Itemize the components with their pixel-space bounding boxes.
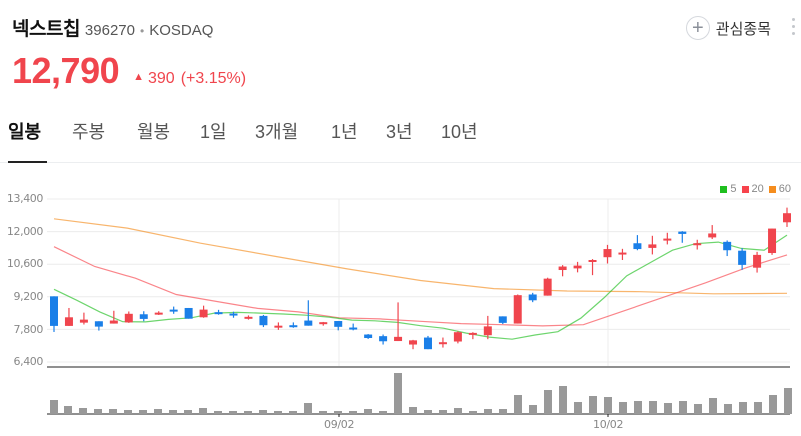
active-tab-indicator <box>8 161 47 163</box>
price-change-percent: (+3.15%) <box>180 70 247 87</box>
y-axis-label: 7,800 <box>13 323 44 336</box>
tab-1day[interactable]: 1일 <box>200 122 227 142</box>
ellipsis-dot <box>791 25 795 28</box>
tab-10years[interactable]: 10년 <box>441 122 478 142</box>
x-axis-label: 09/02 <box>324 418 355 431</box>
more-menu-button[interactable] <box>790 18 796 35</box>
price-change: 390 <box>148 70 175 87</box>
legend-ma20: 20 <box>741 183 764 195</box>
legend-label: 5 <box>730 183 737 195</box>
add-watchlist-button[interactable]: + 관심종목 <box>685 16 771 40</box>
legend-swatch-icon <box>768 185 776 193</box>
tab-3years[interactable]: 3년 <box>386 122 413 142</box>
y-axis-label: 9,200 <box>13 290 44 303</box>
legend-label: 60 <box>778 183 791 195</box>
plus-icon: + <box>685 16 710 40</box>
legend-swatch-icon <box>741 185 749 193</box>
watchlist-label: 관심종목 <box>715 20 771 38</box>
current-price: 12,790 <box>12 50 120 91</box>
legend-label: 20 <box>751 183 764 195</box>
stock-title-row: 넥스트칩 396270 • KOSDAQ <box>12 14 213 41</box>
vertical-ellipsis-icon <box>791 18 795 21</box>
tab-weekly[interactable]: 주봉 <box>72 122 106 142</box>
legend-ma5: 5 <box>720 183 737 195</box>
market-name: KOSDAQ <box>149 22 214 39</box>
tab-monthly[interactable]: 월봉 <box>137 122 171 142</box>
y-axis-label: 13,400 <box>6 192 43 205</box>
y-axis-label: 6,400 <box>13 355 44 368</box>
chart-period-tabs: 일봉 주봉 월봉 1일 3개월 1년 3년 10년 <box>0 116 801 163</box>
y-axis-label: 10,600 <box>6 257 43 270</box>
chart-legend: 5 20 60 <box>715 183 791 195</box>
stock-name: 넥스트칩 <box>12 19 80 40</box>
y-axis-label: 12,000 <box>6 225 43 238</box>
legend-swatch-icon <box>720 185 728 193</box>
ellipsis-dot <box>791 32 795 35</box>
stock-code: 396270 <box>84 22 135 39</box>
x-axis-label: 10/02 <box>593 418 624 431</box>
tab-3months[interactable]: 3개월 <box>255 122 299 142</box>
separator-dot: • <box>139 24 145 38</box>
tab-daily[interactable]: 일봉 <box>8 122 42 142</box>
price-row: 12,790 ▲ 390 (+3.15%) <box>12 50 246 92</box>
up-arrow-icon: ▲ <box>133 71 144 83</box>
legend-ma60: 60 <box>768 183 791 195</box>
tab-1year[interactable]: 1년 <box>331 122 358 142</box>
